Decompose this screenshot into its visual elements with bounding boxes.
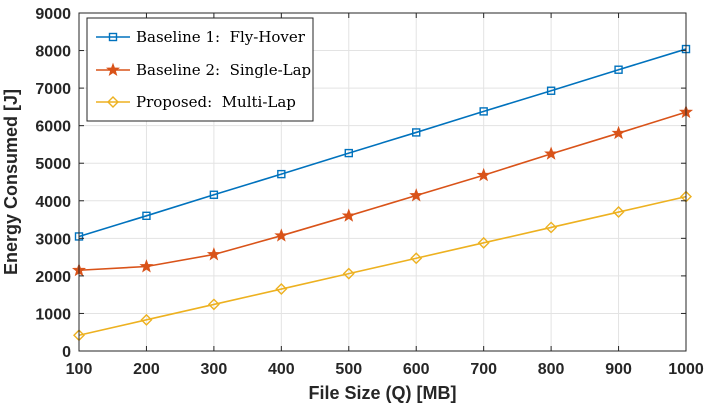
data-point-1-5 [409,188,424,202]
data-point-1-4 [341,208,356,222]
data-point-0-8 [614,65,623,74]
data-point-1-8 [611,125,626,140]
x-tick-label-6: 700 [470,361,497,378]
legend-marker-0 [108,32,118,42]
data-point-2-3 [275,283,288,296]
y-tick-label-0: 0 [62,344,71,361]
data-point-2-8 [612,206,625,219]
legend-marker-1 [105,62,121,76]
data-point-2-1 [140,313,153,326]
series-line-2 [78,195,687,337]
y-tick-label-8: 8000 [35,44,71,61]
x-tick-label-9: 1000 [668,361,704,378]
x-axis-ticks: 100 200 300 400 500 600 700 800 900 1000 [66,13,704,378]
series-2 [73,190,692,342]
x-tick-label-1: 200 [133,361,160,378]
x-tick-label-4: 500 [335,361,362,378]
data-point-0-2 [209,190,219,199]
legend-label-0: Baseline 1: Fly-Hover [136,28,306,46]
y-tick-label-2: 2000 [35,269,71,286]
x-axis-label: File Size (Q) [MB] [309,383,457,403]
data-point-2-2 [207,298,220,311]
legend: Baseline 1: Fly-Hover Baseline 2: Single-… [86,17,314,122]
x-tick-label-7: 800 [538,361,565,378]
x-tick-label-3: 400 [268,361,295,378]
series-line-1 [78,111,687,272]
x-tick-label-2: 300 [201,361,228,378]
legend-marker-2 [107,96,119,108]
data-point-0-4 [344,148,353,158]
y-tick-label-1: 1000 [35,306,71,323]
data-point-0-6 [479,107,488,116]
y-tick-label-6: 6000 [35,119,71,136]
data-point-1-1 [139,259,154,273]
legend-label-2: Proposed: Multi-Lap [136,93,296,111]
x-tick-label-0: 100 [66,361,93,378]
y-tick-label-5: 5000 [35,156,71,173]
series-0 [74,44,691,241]
data-point-2-5 [410,252,423,265]
data-point-2-4 [342,267,355,280]
data-point-1-3 [274,228,289,242]
x-tick-label-5: 600 [403,361,430,378]
series-line-0 [78,48,687,238]
data-point-0-5 [412,128,421,137]
data-point-1-2 [206,247,221,261]
y-tick-label-9: 9000 [35,6,71,23]
legend-label-1: Baseline 2: Single-Lap [136,61,311,79]
data-point-0-3 [277,169,286,179]
data-point-1-6 [476,167,491,182]
y-tick-label-3: 3000 [35,231,71,248]
plot-frame [78,12,687,352]
y-tick-label-7: 7000 [35,81,71,98]
data-point-0-1 [142,211,151,221]
x-tick-label-8: 900 [605,361,632,378]
y-axis-label: Energy Consumed [J] [1,89,21,275]
data-point-2-7 [545,221,558,234]
y-axis-ticks: 0 1000 2000 3000 4000 5000 6000 7000 8000 9000 [35,6,686,361]
y-tick-label-4: 4000 [35,194,71,211]
data-point-1-7 [544,146,559,160]
data-point-0-7 [546,86,556,95]
data-point-2-6 [477,236,490,249]
